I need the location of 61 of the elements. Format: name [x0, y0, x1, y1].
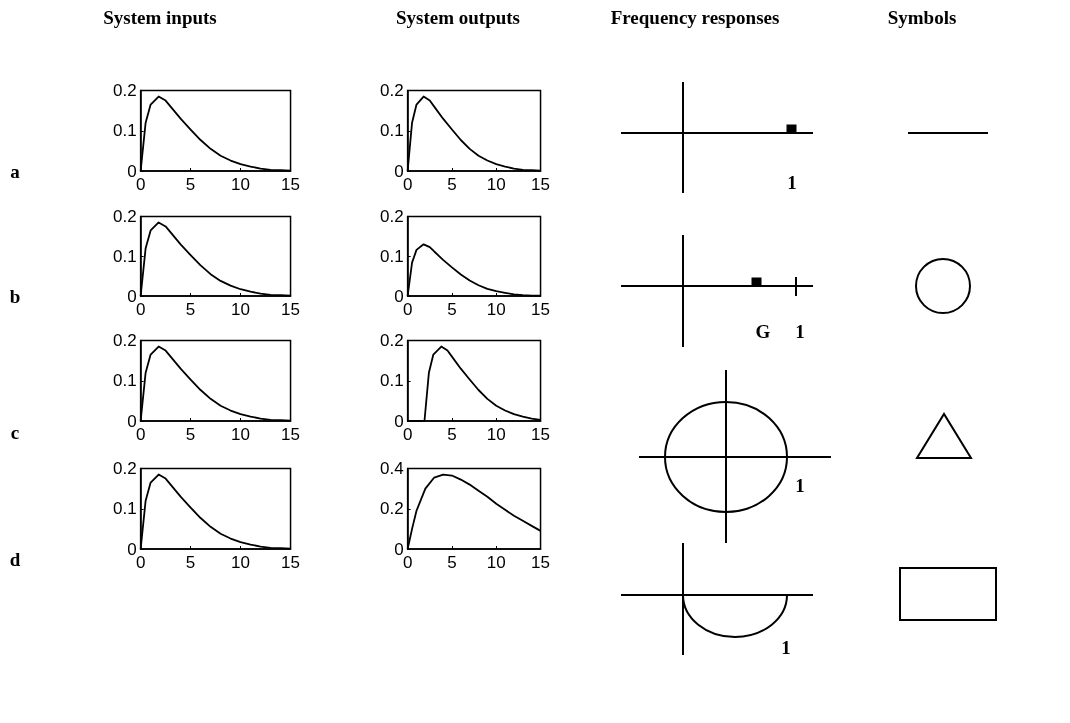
- x-tick-label: 15: [281, 300, 301, 319]
- x-tick-label: 10: [231, 300, 251, 319]
- x-tick-label: 5: [447, 300, 457, 319]
- text: Frequency responses: [610, 7, 780, 29]
- text: 1: [781, 637, 791, 659]
- y-tick-label: 0.2: [379, 207, 404, 226]
- text: Symbols: [887, 7, 957, 29]
- y-tick-label: 0: [394, 286, 404, 306]
- text: c: [10, 422, 20, 444]
- text: 1: [787, 172, 797, 194]
- x-tick-label: 5: [447, 553, 457, 572]
- y-tick-label: 0.2: [112, 459, 137, 478]
- text: System outputs: [395, 7, 521, 29]
- x-tick-label: 10: [486, 553, 506, 572]
- y-tick-label: 0: [394, 161, 404, 181]
- text: d: [9, 549, 21, 571]
- y-tick-label: 0.1: [112, 371, 137, 391]
- x-tick-label: 5: [185, 300, 196, 319]
- x-tick-label: 10: [231, 175, 251, 194]
- y-tick-label: 0.2: [379, 499, 404, 519]
- x-tick-label: 5: [447, 175, 457, 194]
- x-tick-label: 5: [185, 175, 196, 194]
- text: 1: [795, 475, 805, 497]
- y-tick-label: 0.2: [112, 207, 137, 226]
- x-tick-label: 15: [281, 425, 301, 444]
- y-tick-label: 0: [127, 411, 137, 431]
- x-tick-label: 5: [185, 425, 196, 444]
- y-tick-label: 0.1: [379, 246, 404, 266]
- x-tick-label: 10: [231, 425, 251, 444]
- x-tick-label: 10: [486, 300, 506, 319]
- text: G: [755, 321, 771, 343]
- x-tick-label: 10: [231, 553, 251, 572]
- text: a: [10, 161, 20, 183]
- y-tick-label: 0.2: [112, 331, 137, 350]
- y-tick-label: 0: [127, 539, 137, 559]
- y-tick-label: 0.1: [112, 121, 137, 141]
- y-tick-label: 0.1: [379, 121, 404, 141]
- y-tick-label: 0.2: [112, 81, 137, 100]
- y-tick-label: 0.1: [112, 246, 137, 266]
- x-tick-label: 15: [531, 425, 551, 444]
- x-tick-label: 15: [281, 175, 301, 194]
- x-tick-label: 5: [185, 553, 196, 572]
- text: 1: [795, 321, 805, 343]
- x-tick-label: 15: [531, 553, 551, 572]
- text: b: [9, 286, 21, 308]
- y-tick-label: 0.1: [379, 371, 404, 391]
- y-tick-label: 0.4: [379, 459, 404, 478]
- x-tick-label: 10: [486, 425, 506, 444]
- text: System inputs: [103, 7, 217, 29]
- x-tick-label: 15: [531, 175, 551, 194]
- y-tick-label: 0.2: [379, 81, 404, 100]
- y-tick-label: 0: [127, 161, 137, 181]
- x-tick-label: 10: [486, 175, 506, 194]
- y-tick-label: 0.1: [112, 499, 137, 519]
- x-tick-label: 5: [447, 425, 457, 444]
- x-tick-label: 15: [281, 553, 301, 572]
- y-tick-label: 0: [394, 411, 404, 431]
- y-tick-label: 0: [394, 539, 404, 559]
- x-tick-label: 15: [531, 300, 551, 319]
- y-tick-label: 0: [127, 286, 137, 306]
- y-tick-label: 0.2: [379, 331, 404, 350]
